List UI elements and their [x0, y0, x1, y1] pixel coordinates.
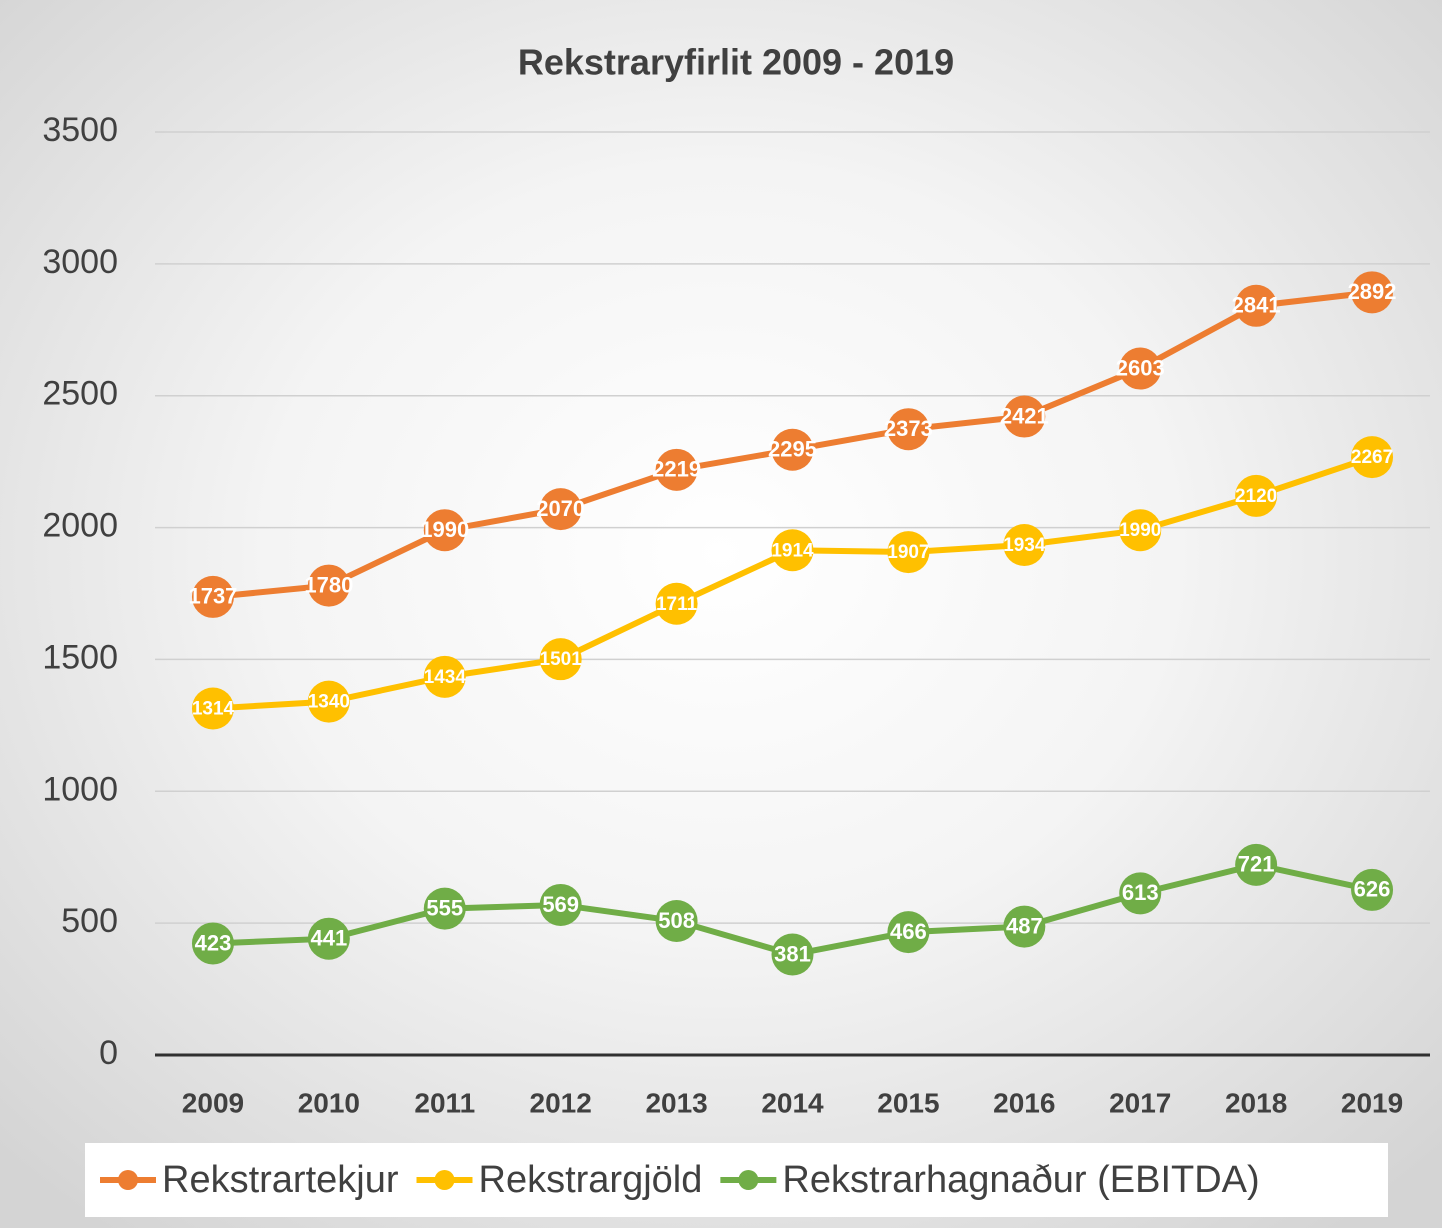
legend-label: Rekstrargjöld — [479, 1159, 703, 1201]
marker — [539, 883, 582, 926]
marker — [539, 638, 582, 681]
y-tick-label: 3000 — [42, 243, 118, 281]
marker — [1351, 436, 1394, 479]
y-tick-label: 2000 — [42, 507, 118, 545]
data-label: 441 — [311, 926, 348, 951]
x-tick-label: 2019 — [1341, 1087, 1403, 1118]
y-tick-label: 2500 — [42, 375, 118, 413]
legend-label: Rekstrarhagnaður (EBITDA) — [782, 1159, 1259, 1201]
marker — [1003, 523, 1046, 566]
data-label: 1340 — [308, 692, 350, 713]
marker — [887, 408, 930, 451]
data-label: 487 — [1006, 913, 1043, 938]
marker — [1351, 868, 1394, 911]
data-label: 1314 — [192, 698, 235, 719]
data-label: 466 — [890, 919, 927, 944]
data-label: 2373 — [884, 416, 933, 441]
x-tick-label: 2017 — [1109, 1087, 1171, 1118]
data-label: 613 — [1122, 880, 1159, 905]
marker — [307, 564, 350, 607]
data-label: 508 — [658, 908, 695, 933]
marker — [1119, 509, 1162, 552]
marker — [771, 529, 814, 572]
x-tick-label: 2018 — [1225, 1087, 1287, 1118]
data-label: 2421 — [1000, 403, 1049, 428]
x-tick-label: 2011 — [414, 1087, 475, 1118]
data-label: 626 — [1354, 877, 1391, 902]
x-tick-label: 2009 — [182, 1087, 244, 1118]
data-label: 555 — [426, 895, 463, 920]
marker — [655, 900, 698, 943]
data-label: 2295 — [768, 437, 817, 462]
data-label: 1737 — [188, 584, 237, 609]
marker — [191, 922, 234, 965]
chart-title: Rekstraryfirlit 2009 - 2019 — [518, 42, 954, 83]
y-tick-label: 1000 — [42, 770, 118, 808]
marker — [1003, 905, 1046, 948]
y-tick-label: 1500 — [42, 638, 118, 676]
data-label: 423 — [195, 930, 232, 955]
marker — [887, 911, 930, 954]
data-label: 2267 — [1351, 447, 1393, 468]
marker — [423, 509, 466, 552]
data-label: 1711 — [656, 594, 698, 615]
marker — [307, 917, 350, 960]
x-tick-label: 2015 — [877, 1087, 939, 1118]
y-tick-label: 500 — [61, 902, 118, 940]
marker — [423, 887, 466, 930]
data-label: 569 — [542, 892, 579, 917]
marker — [655, 582, 698, 625]
marker — [1119, 347, 1162, 390]
data-label: 1934 — [1003, 535, 1046, 556]
x-tick-label: 2012 — [530, 1087, 592, 1118]
y-tick-label: 3500 — [42, 111, 118, 149]
marker — [771, 428, 814, 471]
data-label: 1914 — [771, 540, 814, 561]
legend-marker — [738, 1170, 759, 1190]
data-label: 1501 — [540, 649, 583, 670]
x-tick-label: 2016 — [993, 1087, 1055, 1118]
data-label: 2120 — [1235, 486, 1277, 507]
data-label: 2892 — [1348, 279, 1397, 304]
data-label: 1990 — [1119, 520, 1161, 541]
marker — [423, 655, 466, 698]
data-label: 2070 — [536, 496, 585, 521]
x-tick-label: 2010 — [298, 1087, 360, 1118]
data-label: 2841 — [1232, 293, 1281, 318]
marker — [191, 687, 234, 730]
marker — [655, 448, 698, 491]
marker — [1003, 395, 1046, 438]
marker — [191, 575, 234, 618]
data-label: 381 — [774, 941, 811, 966]
data-label: 1990 — [420, 517, 469, 542]
x-tick-label: 2013 — [645, 1087, 707, 1118]
marker — [1235, 843, 1278, 886]
legend-label: Rekstrartekjur — [162, 1159, 399, 1201]
legend-marker — [434, 1170, 455, 1190]
data-label: 1780 — [304, 572, 353, 597]
legend-marker — [118, 1170, 138, 1190]
marker — [1235, 474, 1278, 517]
data-label: 1434 — [424, 667, 467, 688]
marker — [539, 488, 582, 531]
data-label: 1907 — [887, 542, 929, 563]
marker — [887, 531, 930, 574]
data-label: 2603 — [1116, 355, 1165, 380]
y-tick-label: 0 — [99, 1034, 118, 1072]
marker — [1119, 872, 1162, 915]
data-label: 2219 — [652, 457, 701, 482]
marker — [307, 680, 350, 723]
marker — [1351, 271, 1394, 314]
data-label: 721 — [1238, 852, 1275, 877]
marker — [771, 933, 814, 976]
x-tick-label: 2014 — [761, 1087, 824, 1118]
marker — [1235, 284, 1278, 327]
